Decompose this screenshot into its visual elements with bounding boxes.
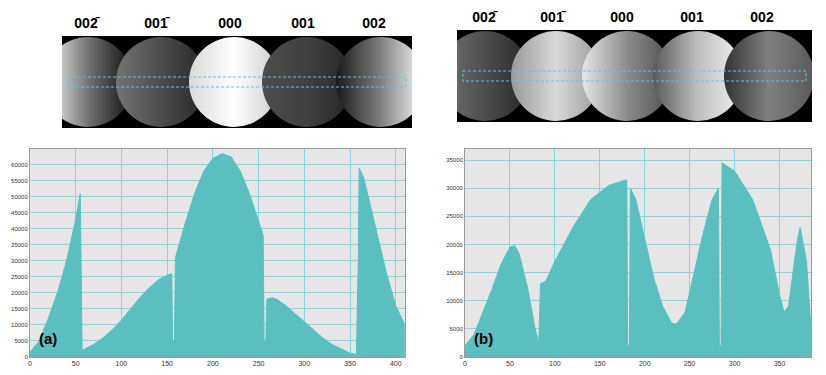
svg-text:400: 400 bbox=[390, 360, 402, 367]
svg-text:(a): (a) bbox=[39, 330, 57, 347]
svg-text:001̄: 001̄ bbox=[540, 9, 566, 25]
svg-text:350: 350 bbox=[344, 360, 356, 367]
svg-text:150: 150 bbox=[594, 360, 606, 367]
svg-text:000: 000 bbox=[218, 15, 242, 31]
svg-text:100: 100 bbox=[549, 360, 561, 367]
svg-text:0: 0 bbox=[24, 354, 28, 360]
svg-text:250: 250 bbox=[684, 360, 696, 367]
svg-text:350: 350 bbox=[774, 360, 786, 367]
svg-text:001̄: 001̄ bbox=[144, 15, 170, 31]
svg-text:0: 0 bbox=[463, 360, 467, 367]
svg-text:60000: 60000 bbox=[11, 162, 28, 168]
svg-text:30000: 30000 bbox=[11, 258, 28, 264]
svg-text:(b): (b) bbox=[474, 330, 493, 347]
svg-text:150: 150 bbox=[161, 360, 173, 367]
svg-text:200: 200 bbox=[207, 360, 219, 367]
svg-text:002: 002 bbox=[362, 15, 386, 31]
svg-text:50: 50 bbox=[72, 360, 80, 367]
svg-text:002̄: 002̄ bbox=[74, 15, 100, 31]
svg-text:001: 001 bbox=[291, 15, 315, 31]
svg-text:10000: 10000 bbox=[446, 298, 463, 304]
svg-text:35000: 35000 bbox=[446, 157, 463, 163]
svg-text:002: 002 bbox=[750, 9, 774, 25]
svg-text:15000: 15000 bbox=[446, 270, 463, 276]
svg-text:25000: 25000 bbox=[11, 274, 28, 280]
svg-text:20000: 20000 bbox=[11, 290, 28, 296]
svg-text:5000: 5000 bbox=[14, 338, 28, 344]
svg-text:002̄: 002̄ bbox=[472, 9, 498, 25]
svg-text:40000: 40000 bbox=[11, 226, 28, 232]
svg-text:200: 200 bbox=[639, 360, 651, 367]
svg-text:20000: 20000 bbox=[446, 242, 463, 248]
svg-text:50000: 50000 bbox=[11, 194, 28, 200]
svg-text:25000: 25000 bbox=[446, 213, 463, 219]
svg-text:35000: 35000 bbox=[11, 242, 28, 248]
svg-text:30000: 30000 bbox=[446, 185, 463, 191]
svg-text:250: 250 bbox=[253, 360, 265, 367]
svg-text:001: 001 bbox=[680, 9, 704, 25]
svg-text:50: 50 bbox=[506, 360, 514, 367]
svg-text:55000: 55000 bbox=[11, 178, 28, 184]
svg-text:0: 0 bbox=[459, 354, 463, 360]
svg-text:15000: 15000 bbox=[11, 306, 28, 312]
svg-text:0: 0 bbox=[28, 360, 32, 367]
svg-text:300: 300 bbox=[729, 360, 741, 367]
svg-text:5000: 5000 bbox=[449, 326, 463, 332]
svg-text:100: 100 bbox=[116, 360, 128, 367]
svg-text:10000: 10000 bbox=[11, 322, 28, 328]
svg-text:300: 300 bbox=[298, 360, 310, 367]
svg-text:45000: 45000 bbox=[11, 210, 28, 216]
svg-text:000: 000 bbox=[610, 9, 634, 25]
